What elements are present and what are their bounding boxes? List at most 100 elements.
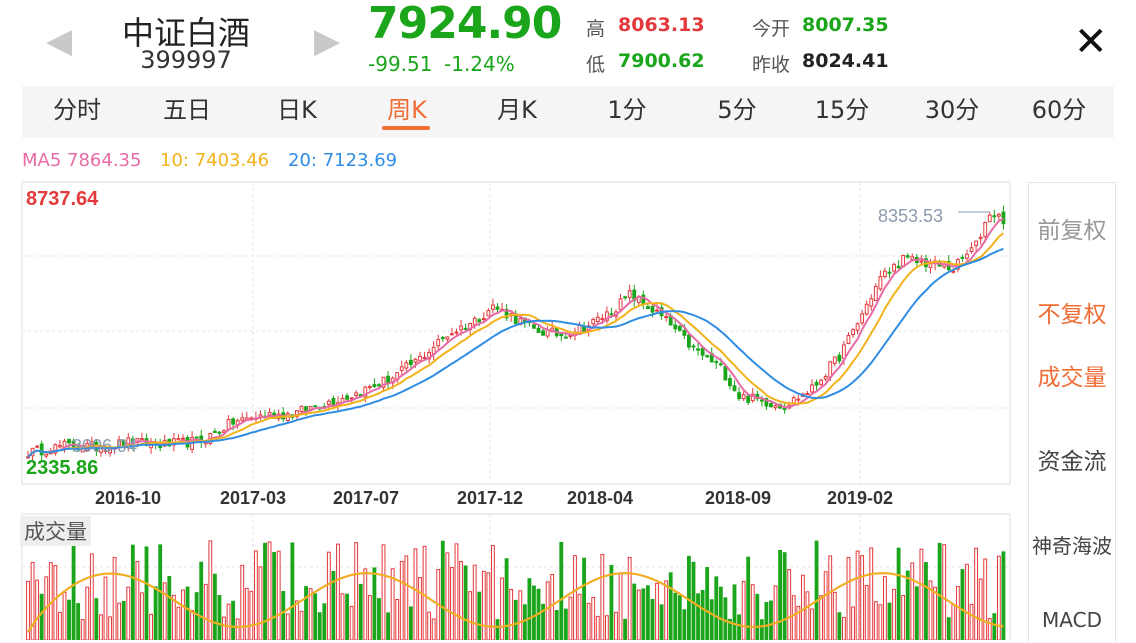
candle xyxy=(413,358,418,363)
candle xyxy=(905,255,910,258)
candle xyxy=(846,335,851,345)
chevron-right-icon[interactable]: ▶ xyxy=(314,21,341,61)
candle xyxy=(618,298,623,311)
volume-bar xyxy=(267,541,272,640)
volume-bar xyxy=(304,586,308,640)
candle xyxy=(705,355,710,358)
volume-bar xyxy=(942,544,947,640)
x-tick-label: 2017-12 xyxy=(457,488,523,508)
volume-bar xyxy=(395,598,400,640)
money-flow-button[interactable]: 资金流 xyxy=(1037,449,1107,475)
candle xyxy=(363,386,368,398)
candle xyxy=(591,318,596,325)
candle xyxy=(700,347,705,356)
candle xyxy=(495,306,500,310)
volume-bar xyxy=(650,598,655,640)
tab-daily-k[interactable]: 日K xyxy=(277,96,317,124)
candle xyxy=(673,324,678,330)
volume-bar xyxy=(500,577,504,640)
volume-bar xyxy=(974,547,979,640)
volume-bar xyxy=(326,551,331,640)
volume-bar xyxy=(732,584,737,640)
macd-button[interactable]: MACD xyxy=(1042,608,1102,632)
volume-bar xyxy=(226,603,231,640)
volume-bar xyxy=(987,618,992,640)
volume-bar xyxy=(308,588,313,640)
volume-bar xyxy=(573,555,577,640)
volume-bar xyxy=(996,555,1001,640)
volume-bar xyxy=(892,588,896,640)
volume-bar xyxy=(741,580,746,640)
volume-bar xyxy=(263,542,267,640)
candle xyxy=(57,445,62,448)
close-icon[interactable]: ✕ xyxy=(1074,19,1108,65)
candle xyxy=(641,294,646,305)
volume-bar xyxy=(586,602,591,640)
volume-bar xyxy=(873,601,878,640)
volume-bar xyxy=(946,617,951,640)
ma10-legend: 10: 7403.46 xyxy=(160,150,270,171)
tab-5min[interactable]: 5分 xyxy=(717,96,757,124)
magic-wave-button[interactable]: 神奇海波 xyxy=(1032,534,1112,558)
candle xyxy=(819,379,824,385)
volume-bar xyxy=(769,600,773,640)
volume-bar xyxy=(299,610,304,640)
tab-weekly-k[interactable]: 周K xyxy=(387,96,427,124)
x-tick-label: 2017-07 xyxy=(333,488,399,508)
tab-15min[interactable]: 15分 xyxy=(814,96,870,124)
candle xyxy=(563,336,568,339)
volume-bar xyxy=(103,576,108,640)
candle xyxy=(837,354,842,362)
volume-bar xyxy=(791,595,796,640)
candle xyxy=(140,438,144,441)
candle xyxy=(873,285,878,301)
forward-adjusted-button[interactable]: 前复权 xyxy=(1037,218,1107,244)
volume-bar xyxy=(253,550,258,640)
volume-bar xyxy=(864,584,869,640)
ma20-line xyxy=(27,247,1004,458)
tab-60min[interactable]: 60分 xyxy=(1031,96,1087,124)
volume-bar xyxy=(190,609,195,640)
volume-bar xyxy=(408,606,413,640)
candle xyxy=(769,402,773,408)
candle xyxy=(764,398,769,407)
volume-bar xyxy=(600,554,605,640)
current-price: 7924.90 xyxy=(368,0,562,49)
volume-bar xyxy=(422,545,427,640)
tab-monthly-k[interactable]: 月K xyxy=(497,96,537,124)
volume-bar xyxy=(664,580,669,640)
volume-bar xyxy=(819,595,824,640)
volume-bar xyxy=(491,545,495,640)
volume-bar xyxy=(472,564,477,640)
volume-bar xyxy=(828,555,833,640)
tab-intraday[interactable]: 分时 xyxy=(53,96,101,124)
volume-bar xyxy=(477,591,482,640)
volume-bar xyxy=(222,616,226,640)
candle xyxy=(418,355,422,362)
volume-bar xyxy=(582,557,587,640)
volume-bar xyxy=(782,552,787,640)
candle xyxy=(541,330,545,336)
volume-button[interactable]: 成交量 xyxy=(1037,365,1107,391)
volume-bar xyxy=(559,541,564,640)
tab-five-day[interactable]: 五日 xyxy=(163,96,211,124)
volume-bar xyxy=(208,540,213,640)
volume-bar xyxy=(181,589,185,640)
chart-labels: 8737.64 2335.86 8353.53 3006.94 2016-10 2017-… xyxy=(26,188,990,508)
volume-bar xyxy=(126,586,131,640)
candle xyxy=(44,453,49,457)
chevron-left-icon[interactable]: ◀ xyxy=(46,21,73,61)
tab-30min[interactable]: 30分 xyxy=(924,96,980,124)
candle xyxy=(504,308,509,319)
side-panel xyxy=(1028,182,1116,643)
volume-bar xyxy=(878,604,883,640)
candle xyxy=(805,393,810,396)
candle xyxy=(609,313,614,316)
unadjusted-button[interactable]: 不复权 xyxy=(1037,302,1107,328)
volume-bar xyxy=(965,563,969,640)
tab-1min[interactable]: 1分 xyxy=(607,96,647,124)
prev-close-label: 昨收 xyxy=(752,54,791,76)
candle xyxy=(349,397,354,400)
ma5-legend: MA5 7864.35 xyxy=(22,150,142,171)
